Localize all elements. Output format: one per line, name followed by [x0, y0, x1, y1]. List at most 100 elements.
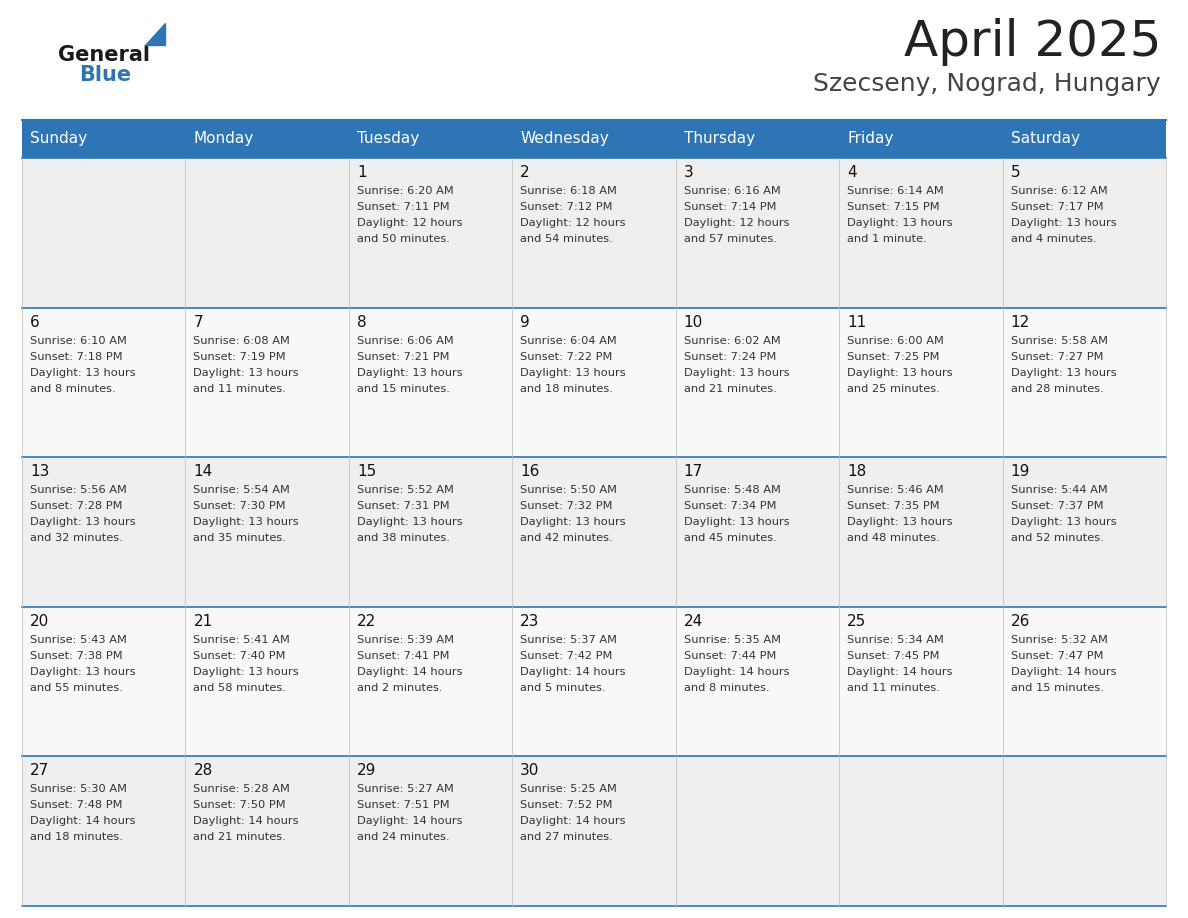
Text: Sunset: 7:15 PM: Sunset: 7:15 PM	[847, 202, 940, 212]
Text: Tuesday: Tuesday	[356, 131, 419, 147]
Text: Daylight: 13 hours: Daylight: 13 hours	[684, 517, 789, 527]
Text: Daylight: 13 hours: Daylight: 13 hours	[30, 517, 135, 527]
Text: and 28 minutes.: and 28 minutes.	[1011, 384, 1104, 394]
Text: Daylight: 13 hours: Daylight: 13 hours	[847, 517, 953, 527]
Text: and 32 minutes.: and 32 minutes.	[30, 533, 122, 543]
Text: Daylight: 12 hours: Daylight: 12 hours	[520, 218, 626, 228]
Text: Sunrise: 5:28 AM: Sunrise: 5:28 AM	[194, 784, 290, 794]
Text: Sunrise: 6:18 AM: Sunrise: 6:18 AM	[520, 186, 617, 196]
Bar	[23, 756, 1165, 906]
Text: and 52 minutes.: and 52 minutes.	[1011, 533, 1104, 543]
Text: Sunset: 7:47 PM: Sunset: 7:47 PM	[1011, 651, 1104, 661]
Text: 29: 29	[356, 764, 377, 778]
Text: Daylight: 13 hours: Daylight: 13 hours	[847, 367, 953, 377]
Text: and 27 minutes.: and 27 minutes.	[520, 833, 613, 843]
Text: and 1 minute.: and 1 minute.	[847, 234, 927, 244]
Text: Daylight: 13 hours: Daylight: 13 hours	[30, 367, 135, 377]
Text: Sunset: 7:50 PM: Sunset: 7:50 PM	[194, 800, 286, 811]
Text: Sunset: 7:37 PM: Sunset: 7:37 PM	[1011, 501, 1104, 511]
Text: Sunrise: 5:43 AM: Sunrise: 5:43 AM	[30, 635, 127, 644]
Text: and 11 minutes.: and 11 minutes.	[194, 384, 286, 394]
Text: Sunset: 7:42 PM: Sunset: 7:42 PM	[520, 651, 613, 661]
Text: and 35 minutes.: and 35 minutes.	[194, 533, 286, 543]
Text: and 18 minutes.: and 18 minutes.	[520, 384, 613, 394]
Text: 7: 7	[194, 315, 203, 330]
Text: Sunset: 7:38 PM: Sunset: 7:38 PM	[30, 651, 122, 661]
Bar	[676, 120, 839, 158]
Text: and 45 minutes.: and 45 minutes.	[684, 533, 777, 543]
Text: Sunset: 7:40 PM: Sunset: 7:40 PM	[194, 651, 286, 661]
Text: Sunset: 7:30 PM: Sunset: 7:30 PM	[194, 501, 286, 511]
Text: and 38 minutes.: and 38 minutes.	[356, 533, 450, 543]
Text: 14: 14	[194, 465, 213, 479]
Text: Daylight: 13 hours: Daylight: 13 hours	[1011, 517, 1117, 527]
Bar	[23, 120, 185, 158]
Text: Daylight: 13 hours: Daylight: 13 hours	[1011, 218, 1117, 228]
Text: April 2025: April 2025	[904, 18, 1161, 66]
Text: Sunset: 7:27 PM: Sunset: 7:27 PM	[1011, 352, 1104, 362]
Text: Sunrise: 5:56 AM: Sunrise: 5:56 AM	[30, 486, 127, 495]
Text: and 15 minutes.: and 15 minutes.	[1011, 683, 1104, 693]
Text: Sunrise: 5:35 AM: Sunrise: 5:35 AM	[684, 635, 781, 644]
Text: 20: 20	[30, 614, 49, 629]
Text: Daylight: 14 hours: Daylight: 14 hours	[847, 666, 953, 677]
Text: Sunset: 7:32 PM: Sunset: 7:32 PM	[520, 501, 613, 511]
Text: Daylight: 12 hours: Daylight: 12 hours	[356, 218, 462, 228]
Text: and 48 minutes.: and 48 minutes.	[847, 533, 940, 543]
Text: 16: 16	[520, 465, 539, 479]
Text: General: General	[58, 45, 150, 65]
Text: Monday: Monday	[194, 131, 254, 147]
Text: Sunrise: 6:02 AM: Sunrise: 6:02 AM	[684, 336, 781, 345]
Text: Sunset: 7:35 PM: Sunset: 7:35 PM	[847, 501, 940, 511]
Text: and 18 minutes.: and 18 minutes.	[30, 833, 122, 843]
Text: Sunset: 7:44 PM: Sunset: 7:44 PM	[684, 651, 776, 661]
Text: Sunrise: 5:52 AM: Sunrise: 5:52 AM	[356, 486, 454, 495]
Text: 30: 30	[520, 764, 539, 778]
Text: and 21 minutes.: and 21 minutes.	[684, 384, 777, 394]
Text: 21: 21	[194, 614, 213, 629]
Text: and 15 minutes.: and 15 minutes.	[356, 384, 450, 394]
Text: 17: 17	[684, 465, 703, 479]
Text: Daylight: 13 hours: Daylight: 13 hours	[520, 517, 626, 527]
Text: and 5 minutes.: and 5 minutes.	[520, 683, 606, 693]
Text: Sunset: 7:12 PM: Sunset: 7:12 PM	[520, 202, 613, 212]
Text: Sunset: 7:51 PM: Sunset: 7:51 PM	[356, 800, 449, 811]
Text: Daylight: 13 hours: Daylight: 13 hours	[1011, 367, 1117, 377]
Text: 15: 15	[356, 465, 377, 479]
Text: and 4 minutes.: and 4 minutes.	[1011, 234, 1097, 244]
Text: Sunrise: 5:27 AM: Sunrise: 5:27 AM	[356, 784, 454, 794]
Bar	[23, 607, 1165, 756]
Bar	[512, 120, 676, 158]
Text: 8: 8	[356, 315, 366, 330]
Text: Daylight: 13 hours: Daylight: 13 hours	[194, 517, 299, 527]
Text: Daylight: 13 hours: Daylight: 13 hours	[30, 666, 135, 677]
Text: 9: 9	[520, 315, 530, 330]
Text: Sunset: 7:28 PM: Sunset: 7:28 PM	[30, 501, 122, 511]
Text: Daylight: 13 hours: Daylight: 13 hours	[520, 367, 626, 377]
Text: Daylight: 13 hours: Daylight: 13 hours	[847, 218, 953, 228]
Text: Sunrise: 5:30 AM: Sunrise: 5:30 AM	[30, 784, 127, 794]
Text: Wednesday: Wednesday	[520, 131, 609, 147]
Text: Daylight: 13 hours: Daylight: 13 hours	[356, 517, 462, 527]
Text: Sunrise: 6:00 AM: Sunrise: 6:00 AM	[847, 336, 944, 345]
Text: and 54 minutes.: and 54 minutes.	[520, 234, 613, 244]
Bar	[1003, 120, 1165, 158]
Text: 19: 19	[1011, 465, 1030, 479]
Text: Daylight: 14 hours: Daylight: 14 hours	[1011, 666, 1116, 677]
Text: 5: 5	[1011, 165, 1020, 180]
Text: Sunrise: 5:41 AM: Sunrise: 5:41 AM	[194, 635, 290, 644]
Text: 23: 23	[520, 614, 539, 629]
Bar	[23, 308, 1165, 457]
Text: Sunrise: 5:58 AM: Sunrise: 5:58 AM	[1011, 336, 1107, 345]
Bar	[23, 158, 1165, 308]
Text: Daylight: 14 hours: Daylight: 14 hours	[194, 816, 299, 826]
Text: Daylight: 14 hours: Daylight: 14 hours	[520, 816, 626, 826]
Text: and 24 minutes.: and 24 minutes.	[356, 833, 449, 843]
Text: 1: 1	[356, 165, 366, 180]
Text: 12: 12	[1011, 315, 1030, 330]
Text: Sunset: 7:52 PM: Sunset: 7:52 PM	[520, 800, 613, 811]
Text: and 21 minutes.: and 21 minutes.	[194, 833, 286, 843]
Text: Sunrise: 6:12 AM: Sunrise: 6:12 AM	[1011, 186, 1107, 196]
Bar	[349, 120, 512, 158]
Text: Sunday: Sunday	[30, 131, 87, 147]
